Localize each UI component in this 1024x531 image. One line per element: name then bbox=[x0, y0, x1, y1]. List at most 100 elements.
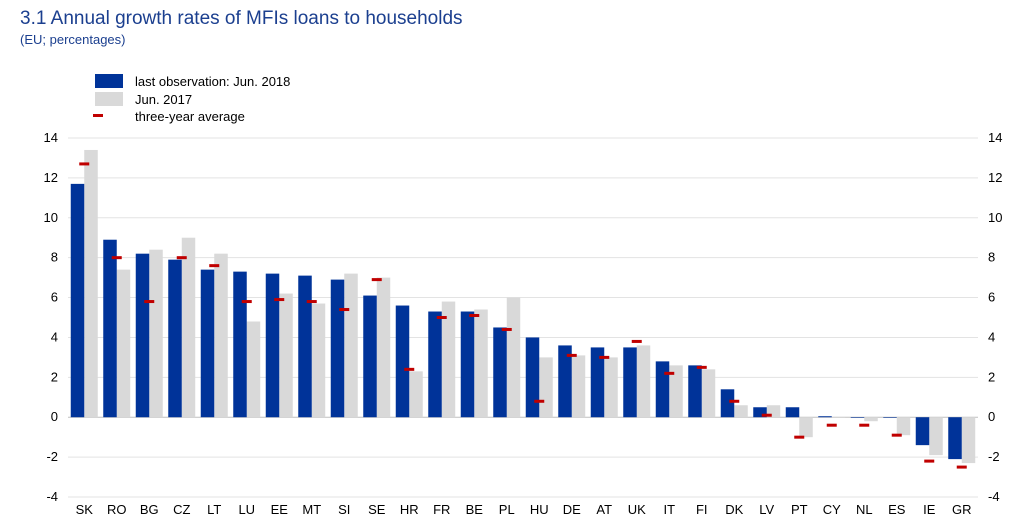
x-tick-label-pt: PT bbox=[791, 502, 808, 517]
x-tick-label-ee: EE bbox=[271, 502, 289, 517]
x-tick-label-fi: FI bbox=[696, 502, 708, 517]
y-tick-label-right: 6 bbox=[988, 290, 995, 305]
bar-jun-2018-be bbox=[460, 311, 475, 418]
bar-jun-2018-si bbox=[330, 279, 345, 418]
legend-label-three-year-average: three-year average bbox=[135, 109, 245, 124]
bar-jun-2018-dk bbox=[720, 389, 735, 418]
x-tick-label-si: SI bbox=[338, 502, 350, 517]
x-tick-label-lv: LV bbox=[759, 502, 774, 517]
y-axis-right: -4 -2 0 2 4 6 8 10 12 14 bbox=[988, 130, 1002, 504]
bar-jun-2017-it bbox=[669, 365, 683, 418]
chart-subtitle: (EU; percentages) bbox=[20, 32, 126, 47]
bar-jun-2017-lt bbox=[214, 253, 228, 418]
avg-marker-pt bbox=[794, 435, 805, 439]
bar-jun-2017-at bbox=[604, 357, 618, 418]
avg-marker-bg bbox=[144, 300, 155, 304]
avg-marker-es bbox=[891, 433, 902, 437]
y-tick-label-right: 10 bbox=[988, 210, 1002, 225]
x-tick-label-bg: BG bbox=[140, 502, 159, 517]
y-tick-label-left: 14 bbox=[44, 130, 58, 145]
bar-jun-2017-lv bbox=[766, 405, 781, 418]
bar-jun-2017-fr bbox=[441, 301, 456, 418]
bar-jun-2018-fi bbox=[688, 365, 702, 418]
avg-marker-uk bbox=[631, 339, 642, 343]
legend-label-jun-2017: Jun. 2017 bbox=[135, 92, 192, 107]
bar-jun-2018-pl bbox=[493, 327, 507, 418]
y-axis-left: -4 -2 0 2 4 6 8 10 12 14 bbox=[44, 130, 58, 504]
bar-jun-2017-ee bbox=[279, 293, 293, 418]
y-tick-label-left: 8 bbox=[51, 250, 58, 265]
x-tick-label-mt: MT bbox=[302, 502, 321, 517]
bar-jun-2017-lu bbox=[246, 321, 261, 418]
bar-jun-2018-it bbox=[655, 361, 670, 418]
bar-jun-2018-cz bbox=[168, 259, 182, 418]
bar-jun-2017-hu bbox=[539, 357, 553, 418]
y-tick-label-right: 8 bbox=[988, 250, 995, 265]
x-tick-label-nl: NL bbox=[856, 502, 873, 517]
y-tick-label-left: -4 bbox=[46, 489, 58, 504]
bar-jun-2018-ee bbox=[265, 273, 280, 418]
chart-title: 3.1 Annual growth rates of MFIs loans to… bbox=[20, 8, 463, 29]
bar-jun-2017-de bbox=[571, 355, 586, 418]
avg-marker-ro bbox=[111, 256, 122, 260]
x-tick-label-dk: DK bbox=[725, 502, 743, 517]
bar-jun-2018-fr bbox=[428, 311, 442, 418]
average-markers bbox=[79, 162, 967, 469]
avg-marker-sk bbox=[79, 162, 90, 166]
y-tick-label-right: -4 bbox=[988, 489, 1000, 504]
avg-marker-lv bbox=[761, 413, 772, 417]
bar-jun-2018-lv bbox=[753, 407, 767, 418]
avg-marker-pl bbox=[501, 327, 512, 331]
avg-marker-cy bbox=[826, 423, 837, 427]
y-tick-label-right: 0 bbox=[988, 409, 995, 424]
x-tick-label-at: AT bbox=[596, 502, 612, 517]
x-axis-labels: SK RO BG CZ LT LU EE MT SI SE HR FR BE PL HU DE AT UK IT FI… bbox=[76, 502, 972, 517]
bar-jun-2018-lu bbox=[233, 271, 247, 418]
bar-jun-2017-pl bbox=[506, 297, 521, 418]
bar-jun-2017-mt bbox=[311, 303, 326, 418]
x-tick-label-ro: RO bbox=[107, 502, 127, 517]
x-tick-label-it: IT bbox=[663, 502, 675, 517]
avg-marker-mt bbox=[306, 300, 317, 304]
avg-marker-be bbox=[469, 314, 480, 318]
bar-jun-2018-mt bbox=[298, 275, 312, 418]
y-tick-label-left: 0 bbox=[51, 409, 58, 424]
x-tick-label-hr: HR bbox=[400, 502, 419, 517]
bar-jun-2017-pt bbox=[799, 417, 813, 438]
bar-jun-2017-nl bbox=[864, 417, 878, 422]
y-tick-label-left: 10 bbox=[44, 210, 58, 225]
bar-jun-2017-hr bbox=[409, 371, 423, 418]
bar-jun-2018-pt bbox=[785, 407, 800, 418]
x-tick-label-lt: LT bbox=[207, 502, 221, 517]
avg-marker-ie bbox=[924, 459, 935, 463]
avg-marker-fi bbox=[696, 365, 707, 369]
bar-jun-2017-fi bbox=[701, 369, 716, 418]
x-tick-label-sk: SK bbox=[76, 502, 94, 517]
bar-jun-2017-se bbox=[376, 277, 391, 418]
avg-marker-lu bbox=[241, 300, 252, 304]
avg-marker-nl bbox=[859, 423, 870, 427]
bar-jun-2017-ie bbox=[929, 417, 943, 456]
bar-jun-2017-dk bbox=[734, 405, 748, 418]
bar-jun-2017-cz bbox=[181, 237, 196, 418]
bar-jun-2017-uk bbox=[636, 345, 651, 418]
x-tick-label-ie: IE bbox=[923, 502, 936, 517]
y-tick-label-right: 14 bbox=[988, 130, 1002, 145]
legend-swatch-three-year-average bbox=[93, 114, 103, 117]
y-tick-label-left: 6 bbox=[51, 290, 58, 305]
bar-jun-2017-cy bbox=[831, 417, 846, 418]
bar-jun-2018-es bbox=[883, 417, 897, 418]
avg-marker-hu bbox=[534, 399, 545, 403]
y-tick-label-left: 4 bbox=[51, 329, 58, 344]
avg-marker-gr bbox=[956, 465, 967, 469]
bar-jun-2018-ie bbox=[915, 417, 930, 446]
bar-jun-2018-cy bbox=[818, 416, 832, 418]
bars bbox=[70, 149, 976, 464]
y-tick-label-right: -2 bbox=[988, 449, 1000, 464]
bar-jun-2017-ro bbox=[116, 269, 131, 418]
y-tick-label-right: 4 bbox=[988, 329, 995, 344]
x-tick-label-pl: PL bbox=[499, 502, 515, 517]
bar-jun-2017-gr bbox=[961, 417, 976, 464]
bar-jun-2017-sk bbox=[84, 149, 98, 418]
